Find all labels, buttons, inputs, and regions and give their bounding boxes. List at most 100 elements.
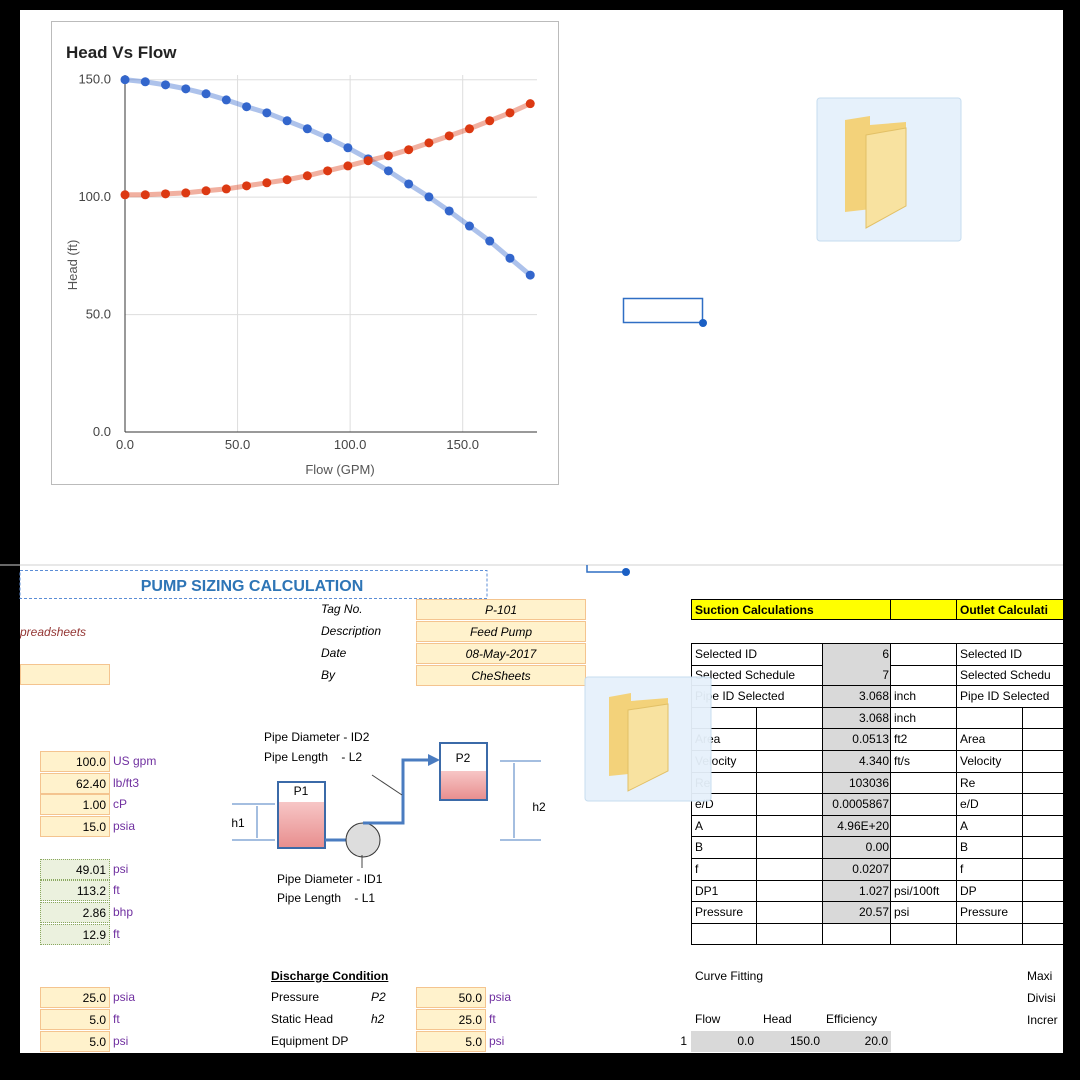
point: [120, 190, 130, 200]
point: [383, 151, 393, 161]
point: [161, 80, 171, 90]
title-frame: [19, 570, 488, 599]
table-cell: Re: [957, 772, 1023, 795]
value-cell: 50.0: [416, 987, 486, 1008]
point: [444, 131, 454, 141]
point: [201, 186, 211, 196]
table-cell: [957, 923, 1023, 946]
point: [140, 77, 150, 87]
point: [404, 179, 414, 189]
table-cell: 103036: [823, 772, 891, 795]
table-cell: e/D: [957, 794, 1023, 816]
diagram-label: Pipe Length - L2: [264, 750, 362, 764]
point: [120, 75, 130, 85]
info-value: 08-May-2017: [416, 643, 586, 664]
table-cell: [1023, 816, 1063, 838]
point: [525, 99, 535, 109]
table-cell: [957, 707, 1023, 730]
unit-cell: ft: [113, 1012, 120, 1026]
value-cell: 2.86: [40, 902, 110, 923]
table-cell: [1023, 773, 1063, 795]
plot: 0.0 50.0 100.0 150.0 0.0 50.0 100.0 150.0: [78, 72, 537, 452]
diagram-label: P2: [456, 751, 471, 765]
info-label: Date: [321, 646, 347, 660]
selection: [0, 297, 1063, 599]
table-header: Outlet Calculati: [957, 599, 1063, 620]
table-cell: [757, 859, 823, 881]
selection-handle: [699, 319, 707, 327]
row-label: Pressure: [271, 990, 320, 1004]
table-cell: Selected Schedu: [957, 665, 1063, 687]
value-cell: 0.0: [691, 1031, 757, 1052]
point: [363, 156, 373, 166]
table-cell: 3.068: [823, 686, 891, 708]
table-cell: psi/100ft: [891, 880, 957, 903]
value-cell: 5.0: [416, 1031, 486, 1052]
point: [323, 133, 333, 143]
value-cell: 100.0: [40, 751, 110, 772]
table-cell: 0.0207: [823, 859, 891, 881]
value-cell: 25.0: [40, 987, 110, 1008]
point: [323, 166, 333, 176]
pump-diagram: Pipe Diameter - ID2 Pipe Length - L2 P1 …: [231, 730, 546, 905]
chart-title: Head Vs Flow: [66, 43, 177, 62]
point: [221, 95, 231, 105]
value-cell: 49.01: [40, 859, 110, 880]
info-label: By: [321, 668, 336, 682]
diagram-label: Pipe Diameter - ID2: [264, 730, 370, 744]
table-cell: [757, 772, 823, 795]
value-cell: 25.0: [416, 1009, 486, 1030]
table-cell: inch: [891, 686, 957, 708]
point: [404, 145, 414, 155]
table-cell: 7: [823, 664, 891, 687]
table-cell: Velocity: [957, 751, 1023, 773]
column-header: Head: [763, 1012, 792, 1026]
y-tick-label: 150.0: [78, 72, 111, 87]
point: [161, 189, 171, 199]
info-label: Tag No.: [321, 602, 363, 616]
table-cell: [1023, 729, 1063, 751]
unit-cell: ft: [113, 883, 120, 897]
section-title: Curve Fitting: [695, 969, 764, 983]
table-cell: [1023, 924, 1063, 946]
table-cell: [891, 923, 957, 946]
input-cell: [20, 664, 110, 685]
folder-icon: [584, 676, 712, 802]
table-cell: [757, 923, 823, 946]
tank-liquid: [279, 802, 324, 847]
x-tick-label: 100.0: [334, 437, 367, 452]
table-cell: Area: [957, 729, 1023, 751]
table-cell: [1023, 881, 1063, 903]
table-cell: Selected ID: [957, 643, 1063, 666]
table-cell: [891, 815, 957, 838]
point: [343, 143, 353, 153]
row-label: Equipment DP: [271, 1034, 349, 1048]
selection-handle: [622, 568, 630, 576]
point: [262, 108, 272, 118]
table-cell: [1023, 859, 1063, 881]
point: [140, 190, 150, 200]
table-cell: 0.0513: [823, 729, 891, 751]
table-cell: B: [957, 837, 1023, 859]
point: [505, 253, 515, 263]
unit-cell: psia: [113, 819, 136, 833]
diagram-label: Pipe Diameter - ID1: [277, 872, 383, 886]
side-label: Maxi: [1027, 969, 1053, 983]
point: [464, 221, 474, 231]
x-tick-label: 50.0: [225, 437, 250, 452]
table-cell: [757, 837, 823, 859]
table-cell: [1023, 708, 1063, 730]
point: [343, 161, 353, 171]
source-link: preadsheets: [20, 625, 87, 639]
column-header: Efficiency: [826, 1012, 878, 1026]
selection-box: [622, 297, 704, 324]
selection-edge: [586, 565, 626, 573]
table-cell: DP1: [691, 880, 757, 903]
folder-icon: [816, 97, 962, 242]
table-cell: [757, 751, 823, 773]
point: [282, 116, 292, 126]
table-cell: ft2: [891, 729, 957, 751]
row-symbol: h2: [371, 1012, 385, 1026]
table-cell: [891, 664, 957, 687]
